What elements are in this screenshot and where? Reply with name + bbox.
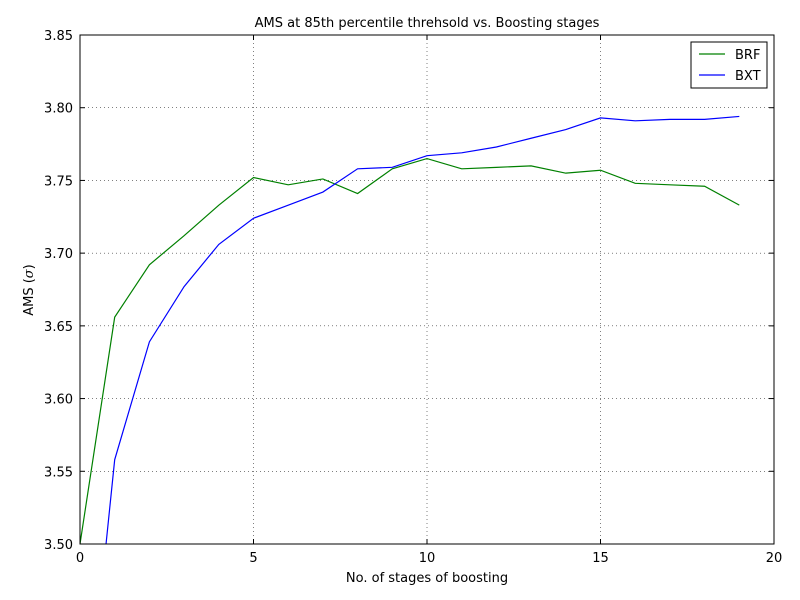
y-tick-label: 3.55 xyxy=(44,465,73,480)
x-tick-labels: 0 5 10 15 20 xyxy=(76,551,782,566)
series-line-bxt xyxy=(105,115,740,544)
y-axis-title-suffix: ) xyxy=(22,264,37,269)
series-group xyxy=(80,115,740,544)
y-tick-label: 3.60 xyxy=(44,393,73,408)
x-tick-label: 15 xyxy=(592,551,609,566)
y-tick-labels: 3.50 3.55 3.60 3.65 3.70 3.75 3.80 3.85 xyxy=(44,29,73,553)
y-axis-title-prefix: AMS ( xyxy=(22,278,37,316)
legend-box xyxy=(690,41,768,89)
y-tick-label: 3.65 xyxy=(44,320,73,335)
y-tick-label: 3.50 xyxy=(44,538,73,553)
x-axis-title: No. of stages of boosting xyxy=(346,571,508,586)
sigma-symbol: σ xyxy=(22,268,37,278)
axis-ticks xyxy=(79,34,775,545)
legend-label-brf: BRF xyxy=(735,48,760,63)
x-tick-label: 10 xyxy=(419,551,436,566)
y-tick-label: 3.75 xyxy=(44,174,73,189)
y-tick-label: 3.85 xyxy=(44,29,73,44)
x-tick-label: 20 xyxy=(766,551,783,566)
y-axis-title: AMS (σ) xyxy=(22,264,37,316)
x-tick-label: 0 xyxy=(76,551,84,566)
y-tick-label: 3.80 xyxy=(44,102,73,117)
legend: BRF BXT xyxy=(690,41,768,89)
series-line-brf xyxy=(80,157,740,544)
chart-title: AMS at 85th percentile threhsold vs. Boo… xyxy=(255,16,600,31)
legend-label-bxt: BXT xyxy=(735,69,761,84)
grid xyxy=(80,35,774,544)
x-tick-label: 5 xyxy=(249,551,257,566)
y-tick-label: 3.70 xyxy=(44,247,73,262)
